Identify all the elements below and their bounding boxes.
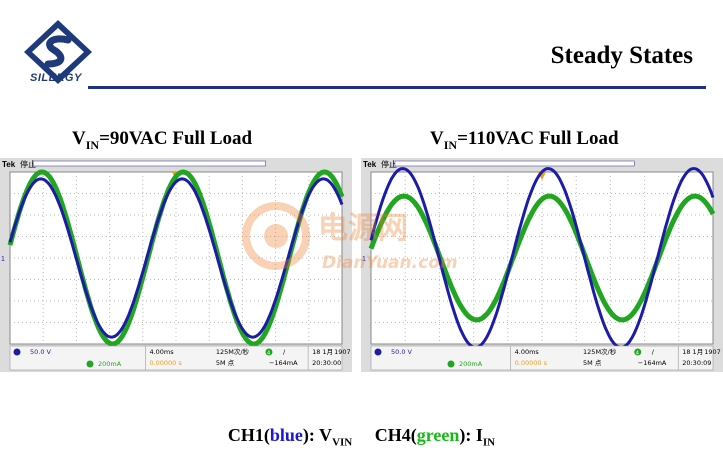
caption-right-rest: =110VAC Full Load xyxy=(457,128,619,149)
scope-time: 20:30:00 xyxy=(312,359,341,367)
ch4-badge-icon xyxy=(86,360,94,368)
record-length: 5M 点 xyxy=(583,359,602,367)
timebase: 4.00ms xyxy=(515,348,540,356)
scope-status: 停止 xyxy=(381,159,397,169)
sample-rate: 125M次/秒 xyxy=(216,347,250,356)
trigger-channel: 4 xyxy=(267,351,270,357)
scope-status-bar xyxy=(370,345,714,371)
legend-ch1-prefix: CH1( xyxy=(227,425,270,445)
caption-right: VIN=110VAC Full Load xyxy=(430,128,619,153)
watermark-cn: 电源网 xyxy=(318,211,408,246)
caption-left-v: V xyxy=(72,128,86,149)
trigger-level: −164mA xyxy=(269,359,298,367)
trigger-channel-icon xyxy=(634,348,642,356)
ch4-badge-icon xyxy=(447,360,455,368)
caption-right-v: V xyxy=(430,128,444,149)
sample-rate: 125M次/秒 xyxy=(583,347,617,356)
caption-left-rest: =90VAC Full Load xyxy=(99,128,253,149)
scope-svg: Tek 停止 1 50.0 V 200mA 4.00ms 0.00000 s 125M次/秒 5… xyxy=(1,159,351,371)
trigger-position: 0.00000 s xyxy=(149,359,182,367)
legend-ch1-color: blue xyxy=(269,425,303,445)
record-bar xyxy=(394,160,635,167)
caption-left: VIN=90VAC Full Load xyxy=(72,128,252,153)
channel-legend: CH1(blue): VVIN CH4(green): IIN xyxy=(0,425,723,449)
legend-ch4-prefix: CH4( xyxy=(374,425,417,445)
caption-right-sub: IN xyxy=(443,137,458,152)
record-bar xyxy=(32,160,266,167)
trigger-channel: 4 xyxy=(636,351,639,357)
page-title: Steady States xyxy=(550,42,693,69)
logo-text: SILERGY xyxy=(30,72,82,84)
scope-date: 18 1月 xyxy=(312,348,333,356)
scope-brand: Tek xyxy=(2,160,16,169)
scope-brand: Tek xyxy=(363,160,377,169)
legend-ch4-sub: IN xyxy=(482,436,496,449)
ch1-voltage-trace xyxy=(369,167,715,349)
header-divider xyxy=(88,86,706,89)
legend-ch4-suffix: ): I xyxy=(459,425,483,445)
ch1-badge-icon xyxy=(374,348,382,356)
trigger-channel-icon xyxy=(265,348,273,356)
legend-ch1-suffix: ): V xyxy=(302,425,333,445)
trigger-position: 0.00000 s xyxy=(515,359,548,367)
legend-ch4-color: green xyxy=(416,425,460,445)
ch4-scale: 200mA xyxy=(459,360,483,368)
trigger-slope-icon: / xyxy=(283,348,286,356)
ch1-voltage-trace xyxy=(8,177,344,339)
scope-status: 停止 xyxy=(20,159,36,169)
oscilloscope-screen-90vac: Tek 停止 1 50.0 V 200mA 4.00ms 0.00000 s 125M次/秒 5… xyxy=(0,158,352,372)
trigger-level: −164mA xyxy=(638,359,667,367)
silergy-logo-icon xyxy=(24,20,92,84)
oscilloscope-screen-110vac: Tek 停止 1 50.0 V 200mA 4.00ms 0.00000 s 125M次/秒 5… xyxy=(361,158,723,372)
ch1-level-marker: 1 xyxy=(362,256,366,263)
ch1-scale: 50.0 V xyxy=(30,348,52,356)
scope-status-bar xyxy=(9,345,343,371)
timebase: 4.00ms xyxy=(149,348,174,356)
scope-time: 20:30:09 xyxy=(682,359,711,367)
ch1-badge-icon xyxy=(13,348,21,356)
watermark-en: DianYuan.com xyxy=(322,253,458,273)
legend-ch1-sub: VIN xyxy=(332,436,353,449)
ch1-scale: 50.0 V xyxy=(391,348,413,356)
caption-left-sub: IN xyxy=(85,137,100,152)
ch1-level-marker: 1 xyxy=(1,256,5,263)
ch4-scale: 200mA xyxy=(98,360,122,368)
scope-date: 18 1月 xyxy=(682,348,703,356)
scope-year: 1907 xyxy=(704,348,721,356)
trigger-slope-icon: / xyxy=(652,348,655,356)
record-length: 5M 点 xyxy=(216,359,235,367)
scope-svg: Tek 停止 1 50.0 V 200mA 4.00ms 0.00000 s 125M次/秒 5… xyxy=(362,159,721,371)
dianyuan-watermark-icon: 电源网 DianYuan.com xyxy=(242,202,458,273)
scope-year: 1907 xyxy=(334,348,351,356)
